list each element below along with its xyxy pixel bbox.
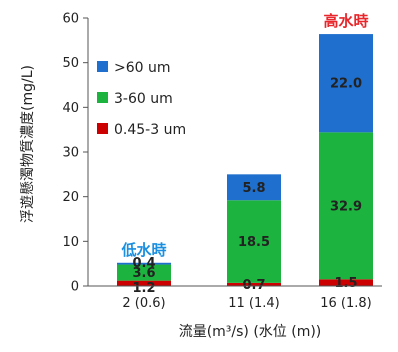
legend-label: 3-60 um — [114, 91, 173, 107]
bar-segment — [319, 132, 373, 280]
y-tick-label: 10 — [62, 235, 79, 250]
x-axis-title: 流量(m³/s) (水位 (m)) — [179, 324, 322, 340]
x-tick-label: 11 (1.4) — [228, 296, 280, 311]
annotations: 低水時 高水時 — [120, 12, 368, 259]
data-label: 1.5 — [334, 276, 357, 291]
x-tick-label: 2 (0.6) — [122, 296, 165, 311]
annotation-label: 高水時 — [323, 12, 368, 30]
data-label: 22.0 — [330, 77, 362, 92]
y-tick-label: 20 — [62, 190, 79, 205]
segment-labels: 1.23.60.4 0.7 18.5 5.8 1.5 32.9 22.0 — [132, 77, 362, 296]
bar-segment — [117, 262, 171, 265]
data-label: 0.7 — [242, 278, 265, 293]
legend-label: >60 um — [114, 60, 171, 76]
legend-swatch — [97, 92, 108, 103]
y-tick-label: 50 — [62, 56, 79, 71]
y-tick-label: 0 — [71, 280, 79, 295]
data-label: 32.9 — [330, 199, 362, 214]
data-label: 5.8 — [242, 181, 265, 196]
x-tick-label: 16 (1.8) — [320, 296, 372, 311]
y-tick-label: 40 — [62, 101, 79, 116]
bars — [117, 34, 373, 286]
legend-swatch — [97, 123, 108, 134]
data-label: 3.6 — [132, 266, 155, 281]
data-label: 0.4 — [132, 256, 155, 271]
legend: >60 um 3-60 um 0.45-3 um — [97, 60, 186, 138]
bar-segment — [117, 264, 171, 281]
legend-swatch — [97, 61, 108, 72]
bar-segment — [319, 279, 373, 286]
bar-segment — [227, 200, 281, 283]
data-label: 18.5 — [238, 235, 270, 250]
bar-segment — [227, 282, 281, 286]
y-axis-ticks: 0 10 20 30 40 50 60 2 (0.6) 11 (1.4) 16 (1.8) — [62, 12, 371, 312]
data-label: 1.2 — [132, 281, 155, 296]
annotation-label: 低水時 — [120, 241, 166, 259]
bar-segment — [227, 174, 281, 201]
bar-segment — [117, 280, 171, 286]
y-tick-label: 30 — [62, 146, 79, 161]
legend-label: 0.45-3 um — [114, 122, 186, 138]
y-tick-label: 60 — [62, 12, 79, 27]
bar-segment — [319, 34, 373, 133]
y-axis-title: 浮遊懸濁物質濃度(mg/L) — [20, 65, 36, 223]
